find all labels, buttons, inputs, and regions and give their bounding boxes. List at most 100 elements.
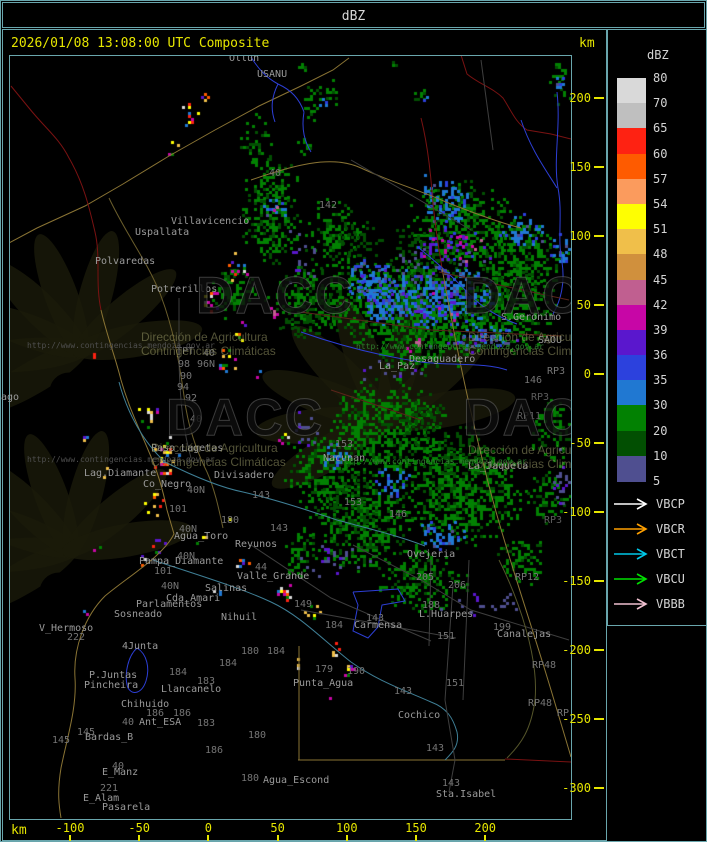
scale-swatch-45 [617, 279, 646, 306]
y-tick [594, 649, 604, 651]
place-label: Canalejas [497, 629, 552, 640]
place-label: 101 [169, 504, 188, 515]
scale-swatch-54 [617, 203, 646, 230]
map-feature-line [10, 57, 350, 244]
place-label: Nacunan [323, 453, 366, 464]
x-tick-label: 100 [335, 821, 358, 835]
scale-label: 51 [653, 222, 668, 237]
y-tick-label: 200 [569, 91, 591, 105]
place-label: Paso_Lagetas [151, 443, 224, 454]
place-label: 205 [416, 572, 435, 583]
place-label: 186 [173, 708, 192, 719]
place-label: 180 [221, 515, 240, 526]
scale-swatch-51 [617, 229, 646, 255]
y-tick [594, 373, 604, 375]
place-label: P.Juntas [89, 670, 138, 681]
map-feature-line [125, 588, 406, 693]
place-label: 190 [347, 666, 366, 677]
place-label: Pincheira [84, 680, 139, 691]
map-feature-line [250, 161, 522, 229]
x-tick [276, 835, 279, 841]
scale-label: 30 [653, 398, 668, 413]
watermark-subtext: Dirección de Agricultura Contingencias C… [468, 443, 572, 471]
km-unit-bottom: km [11, 823, 27, 838]
place-label: TPT [176, 346, 195, 357]
dacc-watermark: DACC [165, 389, 325, 447]
place-label: Divisadero [214, 470, 275, 481]
vector-label-VBCP: VBCP [656, 497, 685, 511]
place-label: Sosneado [114, 609, 163, 620]
map-feature-line [504, 758, 571, 763]
map-feature-line [58, 309, 175, 818]
x-tick [484, 835, 487, 841]
place-label: 142 [319, 200, 338, 211]
place-label: La_Jaqueta [468, 461, 529, 472]
vector-label-VBBB: VBBB [656, 597, 685, 611]
y-tick-label: 100 [569, 229, 591, 243]
place-label: RP3 [547, 366, 566, 377]
place-label: 184 [267, 646, 286, 657]
place-label: Chihuido [121, 699, 170, 710]
y-tick-label: -50 [569, 436, 591, 450]
place-label: Reyunos [235, 539, 278, 550]
place-label: Bardas_B [85, 732, 134, 743]
place-label: Agua_Escond [263, 775, 330, 786]
place-label: Salinas [205, 583, 248, 594]
x-tick-label: 50 [270, 821, 285, 835]
vector-arrow-VBCU [614, 573, 648, 585]
place-label: 151 [446, 678, 465, 689]
place-label: Ollun [229, 55, 260, 64]
place-label: 180 [241, 646, 260, 657]
watermark-subtext: Dirección de Agricultura Contingencias C… [151, 441, 286, 469]
vector-arrow-VBBB [614, 598, 648, 610]
scale-label: 70 [653, 96, 668, 111]
place-label: E_Manz [102, 767, 139, 778]
legend-title: dBZ [647, 48, 669, 62]
scale-swatch-36 [617, 355, 646, 381]
x-tick-label: 150 [405, 821, 427, 835]
vector-label-VBCU: VBCU [656, 572, 685, 586]
clipped-place-label: ago [1, 392, 20, 403]
map-feature-line [118, 381, 426, 547]
watermark-url: http://www.contingencias.mendoza.gov.ar [356, 342, 544, 351]
place-label: 40 [190, 414, 203, 425]
timestamp-label: 2026/01/08 13:08:00 UTC Composite [11, 36, 270, 51]
map-borders-rivers [10, 56, 571, 818]
vector-label-VBCR: VBCR [656, 522, 685, 536]
scale-label: 45 [653, 272, 668, 287]
dacc-watermark: DACC [462, 267, 571, 325]
y-tick-label: 0 [583, 367, 591, 381]
place-label: E_Alam [83, 793, 120, 804]
place-label: SAOU [538, 335, 563, 346]
scale-swatch-30 [617, 405, 646, 432]
y-tick-label: 150 [569, 160, 591, 174]
y-tick-label: -150 [562, 574, 591, 588]
scale-swatch-20 [617, 430, 646, 457]
place-label: 221 [100, 783, 119, 794]
x-tick [207, 835, 210, 841]
place-label: 143 [442, 778, 461, 789]
place-label: 4Junta [122, 641, 159, 652]
place-label: 183 [197, 718, 216, 729]
scale-swatch-60 [617, 153, 646, 180]
scale-swatch-10 [617, 455, 646, 482]
place-label: 146 [524, 375, 543, 386]
place-label: 151 [437, 631, 456, 642]
x-tick [415, 835, 417, 841]
y-tick [594, 97, 604, 99]
place-label: Lag.Diamante [84, 468, 157, 479]
place-label: Sta.Isabel [436, 789, 497, 800]
place-label: 143 [270, 523, 289, 534]
scale-label: 80 [653, 71, 668, 85]
scale-swatch-80 [617, 78, 646, 104]
place-label: 143 [366, 613, 385, 624]
y-tick [594, 235, 604, 237]
scale-label: 54 [653, 196, 668, 211]
place-label: Cochico [398, 710, 441, 721]
scale-swatch-35 [617, 380, 646, 407]
place-label: RP48 [532, 660, 557, 671]
radar-map[interactable]: Ollun USANU Villavicencio Uspallata Polvared… [9, 55, 572, 820]
watermark-subtext: Dirección de Agricultura Contingencias C… [141, 330, 276, 358]
place-label: USANU [257, 69, 288, 80]
place-label: 183 [197, 676, 216, 687]
